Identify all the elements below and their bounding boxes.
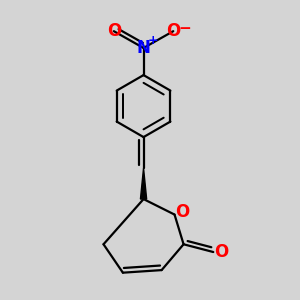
Text: O: O: [166, 22, 180, 40]
Text: +: +: [147, 34, 158, 47]
Text: O: O: [214, 243, 228, 261]
Text: O: O: [107, 22, 121, 40]
Text: −: −: [178, 21, 191, 36]
Text: N: N: [136, 39, 151, 57]
Text: O: O: [175, 203, 189, 221]
Polygon shape: [140, 168, 147, 199]
